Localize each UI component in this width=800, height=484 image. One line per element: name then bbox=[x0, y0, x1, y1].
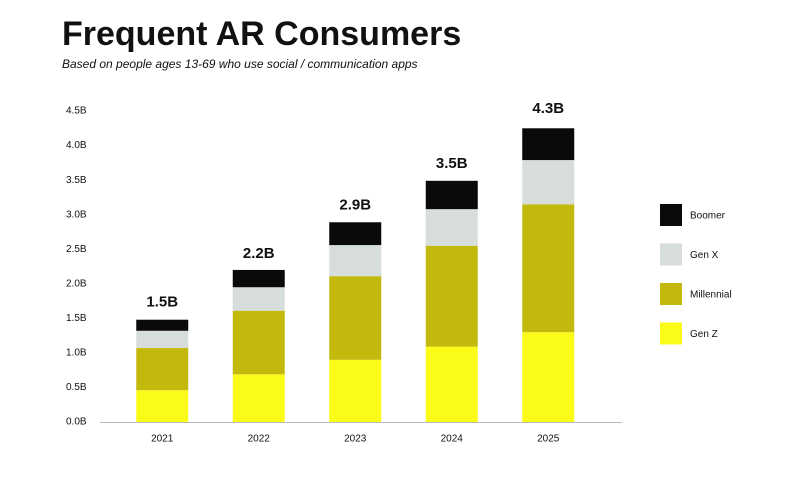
y-tick-label: 4.0B bbox=[66, 140, 87, 151]
bar-segment bbox=[232, 374, 285, 422]
y-tick-label: 1.0B bbox=[66, 348, 87, 359]
x-tick-label: 2022 bbox=[248, 434, 271, 445]
y-tick-label: 4.5B bbox=[66, 106, 87, 117]
bar-segment bbox=[522, 128, 575, 161]
bar-segment bbox=[425, 180, 478, 210]
bar-segment bbox=[425, 245, 478, 347]
legend-label: Gen X bbox=[690, 250, 719, 261]
bar-segment bbox=[329, 245, 382, 277]
x-tick-label: 2023 bbox=[344, 434, 367, 445]
y-tick-label: 0.0B bbox=[66, 417, 87, 428]
total-label: 4.3B bbox=[532, 100, 564, 117]
bar-segment bbox=[136, 319, 189, 331]
chart-subtitle: Based on people ages 13-69 who use socia… bbox=[62, 57, 418, 71]
bar-segment bbox=[522, 160, 575, 205]
total-label: 1.5B bbox=[146, 293, 178, 310]
bar-segment bbox=[136, 330, 189, 349]
bar-segment bbox=[232, 310, 285, 375]
bar-segment bbox=[136, 390, 189, 422]
legend-label: Millennial bbox=[690, 290, 732, 301]
legend-swatch bbox=[660, 322, 682, 345]
y-tick-label: 2.5B bbox=[66, 244, 87, 255]
y-tick-label: 0.5B bbox=[66, 382, 87, 393]
y-tick-label: 3.5B bbox=[66, 175, 87, 186]
chart-title: Frequent AR Consumers bbox=[62, 15, 461, 53]
legend-label: Gen Z bbox=[690, 329, 718, 340]
bar-segment bbox=[522, 204, 575, 333]
bar-segment bbox=[329, 222, 382, 246]
bar-segment bbox=[232, 287, 285, 311]
bar-segment bbox=[329, 359, 382, 422]
legend-swatch bbox=[660, 283, 682, 305]
x-tick-label: 2024 bbox=[441, 434, 464, 445]
bar-segment bbox=[232, 269, 285, 288]
legend-swatch bbox=[660, 204, 682, 226]
y-tick-label: 1.5B bbox=[66, 313, 87, 324]
legend-swatch bbox=[660, 243, 682, 266]
bar-segment bbox=[329, 276, 382, 360]
bar-segment bbox=[522, 332, 575, 422]
legend-label: Boomer bbox=[690, 211, 726, 222]
total-label: 2.9B bbox=[339, 197, 371, 214]
x-tick-label: 2021 bbox=[151, 434, 174, 445]
bar-segment bbox=[425, 209, 478, 246]
y-tick-label: 2.0B bbox=[66, 278, 87, 289]
bar-segment bbox=[425, 346, 478, 422]
x-tick-label: 2025 bbox=[537, 434, 560, 445]
bar-segment bbox=[136, 348, 189, 391]
total-label: 3.5B bbox=[436, 155, 468, 172]
total-label: 2.2B bbox=[243, 245, 275, 262]
y-tick-label: 3.0B bbox=[66, 209, 87, 220]
